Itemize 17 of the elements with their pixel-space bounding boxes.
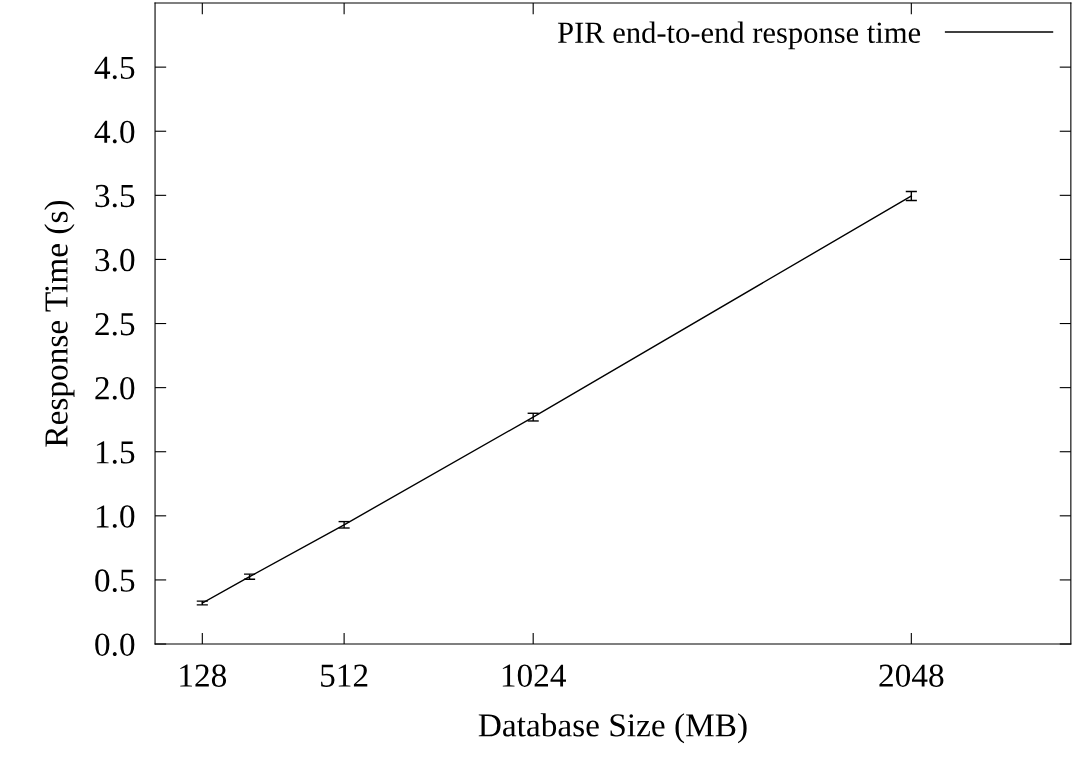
x-tick-label: 128	[180, 664, 227, 687]
x-tick-label: 2048	[879, 664, 944, 687]
y-tick-label: 3.5	[95, 184, 135, 208]
y-tick-label: 2.0	[95, 377, 135, 400]
y-tick-label: 4.0	[94, 120, 135, 144]
y-tick-label: 2.5	[95, 313, 135, 336]
y-tick-label: 0.0	[95, 633, 135, 657]
x-tick-label: 512	[321, 664, 368, 687]
y-tick-label: 1.5	[96, 441, 135, 464]
x-axis-title: Database Size (MB)	[478, 713, 747, 744]
y-tick-label: 3.0	[95, 248, 135, 272]
y-axis-title: Response Time (s)	[44, 200, 75, 447]
legend-label: PIR end-to-end response time	[557, 21, 921, 50]
x-tick-label: 1024	[502, 664, 566, 687]
y-tick-label: 4.5	[94, 56, 135, 80]
y-tick-label: 1.0	[96, 505, 135, 528]
y-tick-label: 0.5	[95, 569, 135, 592]
